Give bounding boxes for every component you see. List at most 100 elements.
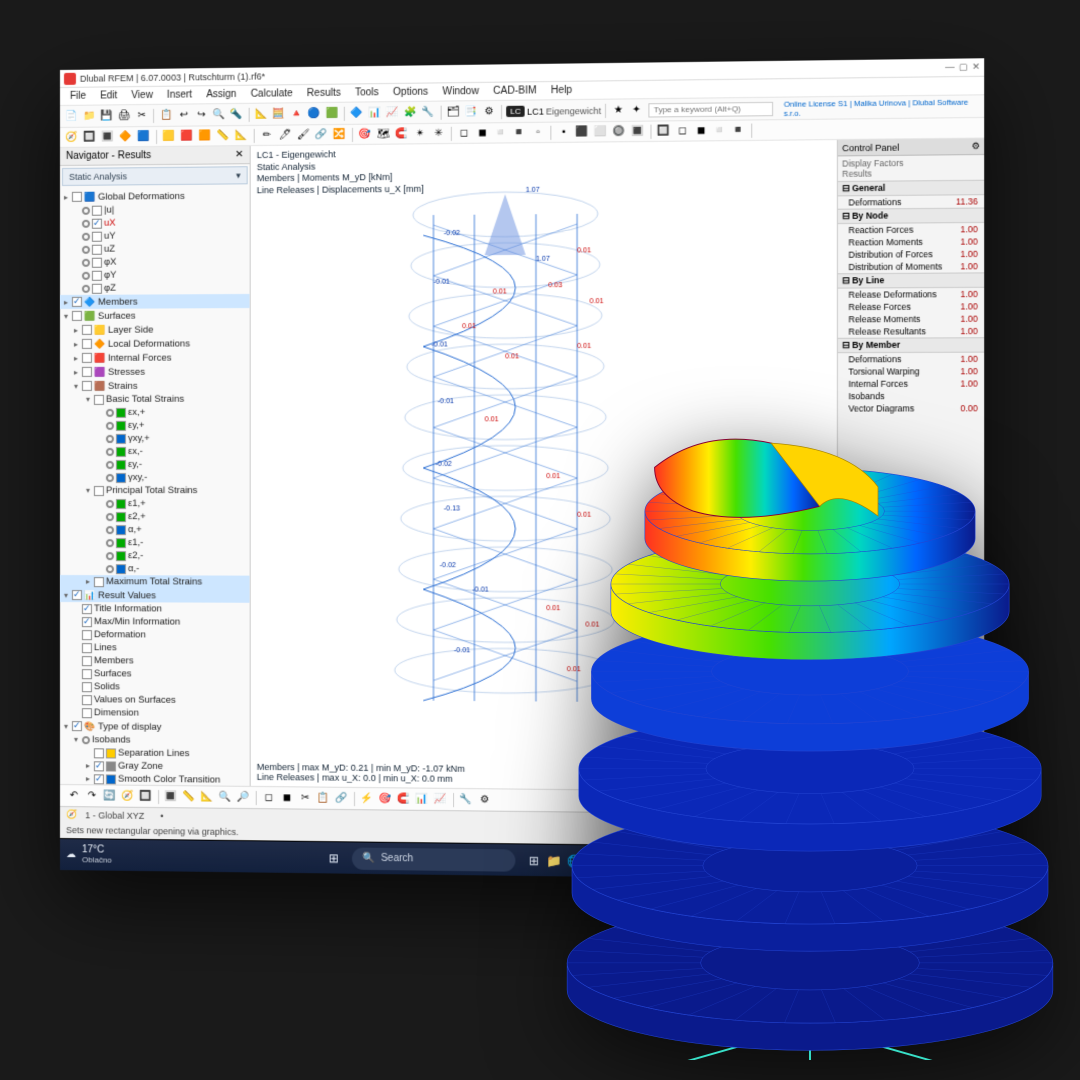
tree-row[interactable]: Members (60, 654, 250, 668)
tool-icon[interactable]: 📄 (64, 108, 79, 124)
tree-row[interactable]: εx,- (60, 445, 250, 458)
taskbar-search[interactable]: 🔍 Search (352, 847, 515, 871)
tool-icon[interactable]: 🧲 (396, 791, 412, 807)
checkbox[interactable] (92, 231, 102, 241)
tool-icon[interactable]: 🔧 (458, 792, 474, 808)
checkbox[interactable] (94, 577, 104, 587)
tree-row[interactable]: ▸🟥Internal Forces (60, 350, 250, 365)
tree-row[interactable]: α,+ (60, 523, 250, 536)
radio-icon[interactable] (106, 434, 114, 442)
tool-icon[interactable]: 🔳 (163, 789, 179, 805)
tree-twisty-icon[interactable]: ▸ (84, 577, 92, 586)
tool-icon[interactable]: 📋 (315, 790, 331, 806)
taskbar-app-icon[interactable]: 🌐 (565, 851, 586, 872)
tool-icon[interactable]: 🖊 (277, 127, 293, 143)
tool-icon[interactable]: ◾ (730, 122, 747, 139)
tool-icon[interactable]: 🔗 (313, 127, 329, 143)
tool-icon[interactable]: 🔺 (289, 106, 305, 122)
tool-icon[interactable]: 🔲 (138, 788, 154, 804)
tree-twisty-icon[interactable]: ▸ (62, 297, 70, 306)
radio-icon[interactable] (82, 245, 90, 253)
tree-row[interactable]: Surfaces (60, 667, 250, 681)
tree-row[interactable]: Deformation (60, 628, 250, 642)
taskbar-app-icon[interactable]: 📁 (544, 850, 565, 871)
tool-icon[interactable]: ✏ (259, 127, 275, 143)
checkbox[interactable] (92, 257, 102, 267)
tool-icon[interactable]: 🗂 (445, 104, 461, 120)
tool-icon[interactable]: 🧭 (120, 788, 136, 804)
tool-icon[interactable]: ◾ (511, 124, 527, 140)
checkbox[interactable] (82, 656, 92, 666)
tree-row[interactable]: uY (60, 229, 250, 243)
checkbox[interactable] (94, 486, 104, 496)
tree-row[interactable]: ▾Principal Total Strains (60, 484, 250, 497)
tree-row[interactable]: Solids (60, 680, 250, 694)
tool-icon[interactable]: 📑 (463, 104, 479, 120)
radio-icon[interactable] (106, 500, 114, 508)
checkbox[interactable] (92, 270, 102, 280)
taskbar-app-icon[interactable]: ✉ (585, 851, 606, 872)
checkbox[interactable] (82, 617, 92, 627)
panel-gear-icon[interactable]: ⚙ (971, 141, 980, 152)
tool-icon[interactable]: ↪ (194, 107, 210, 123)
tool-icon[interactable]: 🔀 (332, 126, 348, 142)
tool-icon[interactable]: 🟩 (324, 105, 340, 121)
tool-icon[interactable]: 📈 (385, 105, 401, 121)
tool-icon[interactable]: 🎯 (357, 126, 373, 142)
tool-icon[interactable]: 🔳 (630, 123, 647, 139)
tool-icon[interactable]: 📋 (158, 107, 174, 123)
weather-widget[interactable]: ☁ 17°C Oblačno (66, 844, 112, 865)
tree-twisty-icon[interactable]: ▸ (84, 761, 92, 770)
tool-icon[interactable]: 📐 (234, 127, 250, 143)
tool-icon[interactable]: 🧩 (402, 104, 418, 120)
checkbox[interactable] (82, 669, 92, 679)
tool-icon[interactable]: 🖌 (295, 127, 311, 143)
radio-icon[interactable] (106, 539, 114, 547)
tree-row[interactable]: εx,+ (60, 406, 250, 419)
viewport-3d[interactable]: LC1 - EigengewichtStatic AnalysisMembers… (251, 140, 837, 792)
checkbox[interactable] (72, 297, 82, 307)
tree-row[interactable]: ▸🟨Layer Side (60, 322, 250, 337)
checkbox[interactable] (82, 353, 92, 363)
menu-view[interactable]: View (125, 88, 159, 103)
tool-icon[interactable]: 🔲 (82, 129, 98, 145)
radio-icon[interactable] (82, 219, 90, 227)
radio-icon[interactable] (82, 271, 90, 279)
tree-twisty-icon[interactable]: ▾ (62, 311, 70, 320)
tool-icon[interactable]: ↶ (66, 788, 82, 804)
tool-icon[interactable]: ✳ (430, 125, 446, 141)
tool-icon[interactable]: 🔦 (229, 106, 245, 122)
tool-icon[interactable]: ◼ (279, 790, 295, 806)
tree-row[interactable]: ε1,+ (60, 497, 250, 510)
taskbar-app-icon[interactable]: 🟦 (668, 852, 689, 873)
menu-options[interactable]: Options (387, 84, 434, 100)
checkbox[interactable] (72, 311, 82, 321)
tool-icon[interactable]: ◻ (456, 125, 472, 141)
tool-icon[interactable]: 🧭 (64, 129, 80, 145)
tree-twisty-icon[interactable]: ▸ (62, 192, 70, 201)
tree-row[interactable]: εy,- (60, 458, 250, 471)
keyword-search[interactable] (649, 101, 774, 117)
tool-icon[interactable]: 🔍 (211, 107, 227, 123)
tree-row[interactable]: ▾Basic Total Strains (60, 393, 250, 406)
tree-row[interactable]: ▸🔷Members (60, 294, 250, 309)
tree-row[interactable]: ▾🟩Surfaces (60, 308, 250, 323)
menu-results[interactable]: Results (301, 86, 347, 102)
tool-icon[interactable]: ◻ (261, 790, 277, 806)
checkbox[interactable] (82, 339, 92, 349)
tool-icon[interactable]: 🔲 (656, 123, 673, 139)
taskbar-app-icon[interactable]: 💬 (647, 851, 668, 872)
tool-icon[interactable]: 🔍 (217, 789, 233, 805)
radio-icon[interactable] (82, 736, 90, 744)
tree-twisty-icon[interactable]: ▸ (72, 353, 80, 362)
radio-icon[interactable] (106, 408, 114, 416)
tool-icon[interactable]: 🟨 (161, 128, 177, 144)
close-icon[interactable]: ✕ (972, 61, 980, 72)
tree-twisty-icon[interactable]: ▾ (84, 395, 92, 404)
tool-icon[interactable]: 🔵 (307, 105, 323, 121)
tree-twisty-icon[interactable]: ▾ (62, 722, 70, 731)
tree-twisty-icon[interactable]: ▸ (72, 367, 80, 376)
tree-row[interactable]: ▸🟪Stresses (60, 364, 250, 379)
checkbox[interactable] (94, 394, 104, 404)
tool-icon[interactable]: ⬜ (593, 124, 610, 140)
